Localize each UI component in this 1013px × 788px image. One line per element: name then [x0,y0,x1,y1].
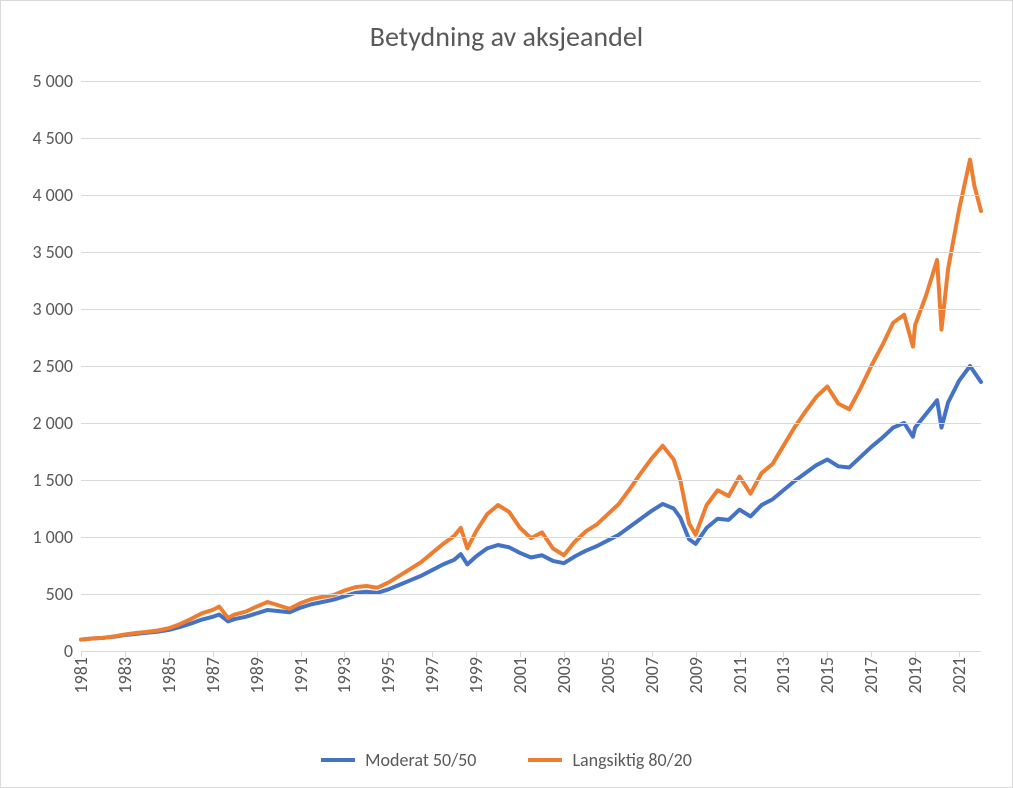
y-gridline [81,594,981,595]
chart-container: Betydning av aksjeandel 05001 0001 5002 … [0,0,1013,788]
y-gridline [81,195,981,196]
x-axis-label: 1989 [246,657,268,694]
y-gridline [81,81,981,82]
y-gridline [81,480,981,481]
y-axis-label: 3 000 [32,298,81,320]
x-axis-label: 2005 [597,657,619,694]
y-axis-label: 4 000 [32,184,81,206]
series-line [81,160,981,640]
x-axis-label: 1999 [465,657,487,694]
x-axis-label: 2003 [553,657,575,694]
x-axis-label: 1991 [290,657,312,694]
x-axis-label: 2021 [948,657,970,694]
x-axis-label: 1987 [202,657,224,694]
x-axis-label: 2001 [509,657,531,694]
x-axis: 1981198319851987198919911993199519971999… [81,651,981,721]
y-gridline [81,309,981,310]
legend-label-langsiktig: Langsiktig 80/20 [572,749,691,771]
y-axis-label: 2 500 [32,355,81,377]
y-gridline [81,366,981,367]
y-axis-label: 1 000 [32,526,81,548]
y-gridline [81,138,981,139]
y-gridline [81,423,981,424]
y-axis-label: 5 000 [32,70,81,92]
x-axis-label: 2013 [772,657,794,694]
x-axis-label: 1997 [421,657,443,694]
x-axis-label: 2017 [860,657,882,694]
y-axis-label: 3 500 [32,241,81,263]
y-axis-label: 500 [46,583,81,605]
y-axis-label: 4 500 [32,127,81,149]
legend-label-moderat: Moderat 50/50 [365,749,476,771]
x-axis-label: 1993 [333,657,355,694]
x-axis-label: 1995 [377,657,399,694]
x-axis-label: 1985 [158,657,180,694]
plot-area: 05001 0001 5002 0002 5003 0003 5004 0004… [81,81,981,651]
legend-swatch-langsiktig [528,758,562,762]
x-axis-label: 2015 [816,657,838,694]
y-gridline [81,537,981,538]
x-axis-label: 2007 [641,657,663,694]
legend-swatch-moderat [321,758,355,762]
x-axis-label: 1983 [114,657,136,694]
chart-title: Betydning av aksjeandel [1,19,1012,54]
y-gridline [81,252,981,253]
x-axis-label: 2011 [729,657,751,694]
y-axis-label: 2 000 [32,412,81,434]
x-axis-label: 1981 [70,657,92,694]
legend-item-moderat: Moderat 50/50 [321,749,476,771]
x-axis-label: 2019 [904,657,926,694]
legend-item-langsiktig: Langsiktig 80/20 [528,749,691,771]
legend: Moderat 50/50 Langsiktig 80/20 [1,745,1012,771]
y-axis-label: 1 500 [32,469,81,491]
x-axis-label: 2009 [685,657,707,694]
